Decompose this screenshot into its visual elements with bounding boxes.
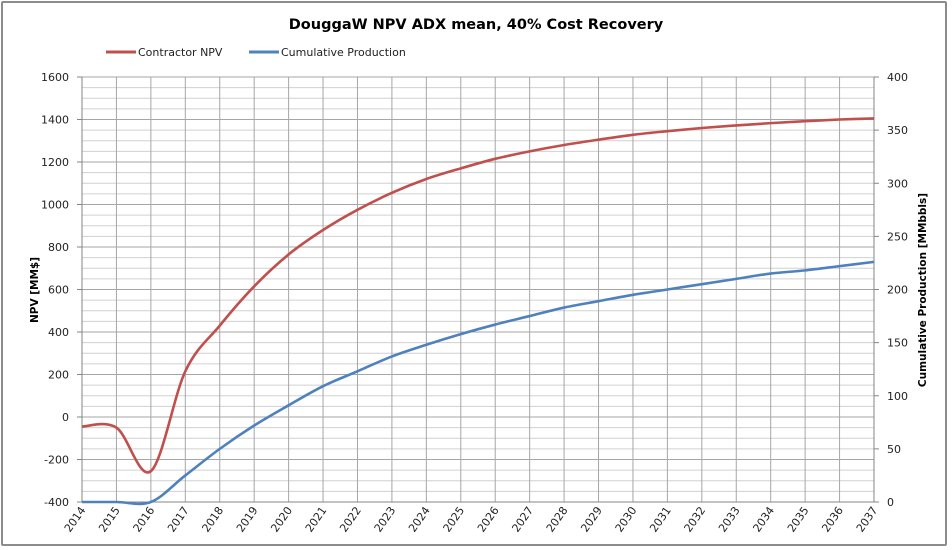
x-tick-label: 2028: [544, 504, 571, 534]
legend-label-cumulative-production: Cumulative Production: [281, 46, 406, 59]
series-line-cumulative-production: [82, 260, 875, 506]
x-tick-label: 2037: [854, 504, 881, 534]
gridlines: [81, 76, 875, 503]
y-axis-title: NPV [MM$]: [29, 257, 41, 323]
x-tick-label: 2018: [199, 504, 226, 534]
y-tick-label: 800: [48, 241, 69, 254]
y2-axis-ticks: 0 50 100 150 200 250 300 350 400: [874, 71, 908, 509]
series-points-cumulative-production: [82, 262, 874, 502]
y-tick-label: 200: [48, 369, 69, 382]
x-tick-label: 2021: [303, 504, 330, 534]
y-tick-label: 1000: [41, 199, 69, 212]
x-tick-label: 2024: [406, 504, 433, 534]
y-tick-label: 1200: [41, 156, 69, 169]
x-tick-label: 2017: [165, 504, 192, 534]
x-tick-label: 2026: [475, 504, 502, 534]
series-lines: [81, 117, 875, 506]
x-tick-label: 2020: [268, 504, 295, 534]
y2-tick-label: 100: [887, 390, 908, 403]
series-line-contractor-npv: [81, 117, 875, 474]
x-tick-label: 2025: [441, 504, 468, 534]
x-tick-label: 2015: [96, 504, 123, 534]
x-tick-label: 2032: [682, 504, 709, 534]
chart-title: DouggaW NPV ADX mean, 40% Cost Recovery: [289, 17, 664, 33]
y2-tick-label: 250: [887, 230, 908, 243]
legend: Contractor NPV Cumulative Production: [106, 46, 406, 59]
y2-tick-label: 200: [887, 284, 908, 297]
x-axis-ticks: 2014 2015 2016 2017 2018 2019 2020 2021 2022 2023…: [62, 504, 881, 534]
y2-tick-label: 150: [887, 337, 908, 350]
x-tick-label: 2022: [337, 504, 364, 534]
x-tick-label: 2034: [750, 504, 777, 534]
y-tick-label: 1600: [41, 71, 69, 84]
x-tick-label: 2035: [785, 504, 812, 534]
y-tick-label: 1400: [41, 114, 69, 127]
x-tick-label: 2036: [819, 504, 846, 534]
x-tick-label: 2027: [509, 504, 536, 534]
y2-tick-label: 400: [887, 71, 908, 84]
y2-tick-label: 300: [887, 177, 908, 190]
x-tick-label: 2029: [578, 504, 605, 534]
y-tick-label: -400: [44, 496, 69, 509]
x-tick-label: 2016: [131, 504, 158, 534]
y2-axis-title: Cumulative Production [MMbbls]: [917, 193, 929, 387]
y2-tick-label: 350: [887, 124, 908, 137]
y-tick-label: 400: [48, 326, 69, 339]
y2-tick-label: 50: [887, 443, 901, 456]
x-tick-label: 2023: [372, 504, 399, 534]
x-tick-label: 2033: [716, 504, 743, 534]
series-points-contractor-npv: [82, 118, 874, 471]
y2-tick-label: 0: [887, 496, 894, 509]
y-tick-label: 600: [48, 284, 69, 297]
y-axis-ticks: -400 -200 0 200 400 600 800 1000 1200 1400 1600: [41, 71, 82, 509]
y-tick-label: 0: [62, 411, 69, 424]
y-tick-label: -200: [44, 454, 69, 467]
x-tick-label: 2019: [234, 504, 261, 534]
x-tick-label: 2031: [647, 504, 674, 534]
legend-label-contractor-npv: Contractor NPV: [138, 46, 223, 59]
x-tick-label: 2030: [613, 504, 640, 534]
